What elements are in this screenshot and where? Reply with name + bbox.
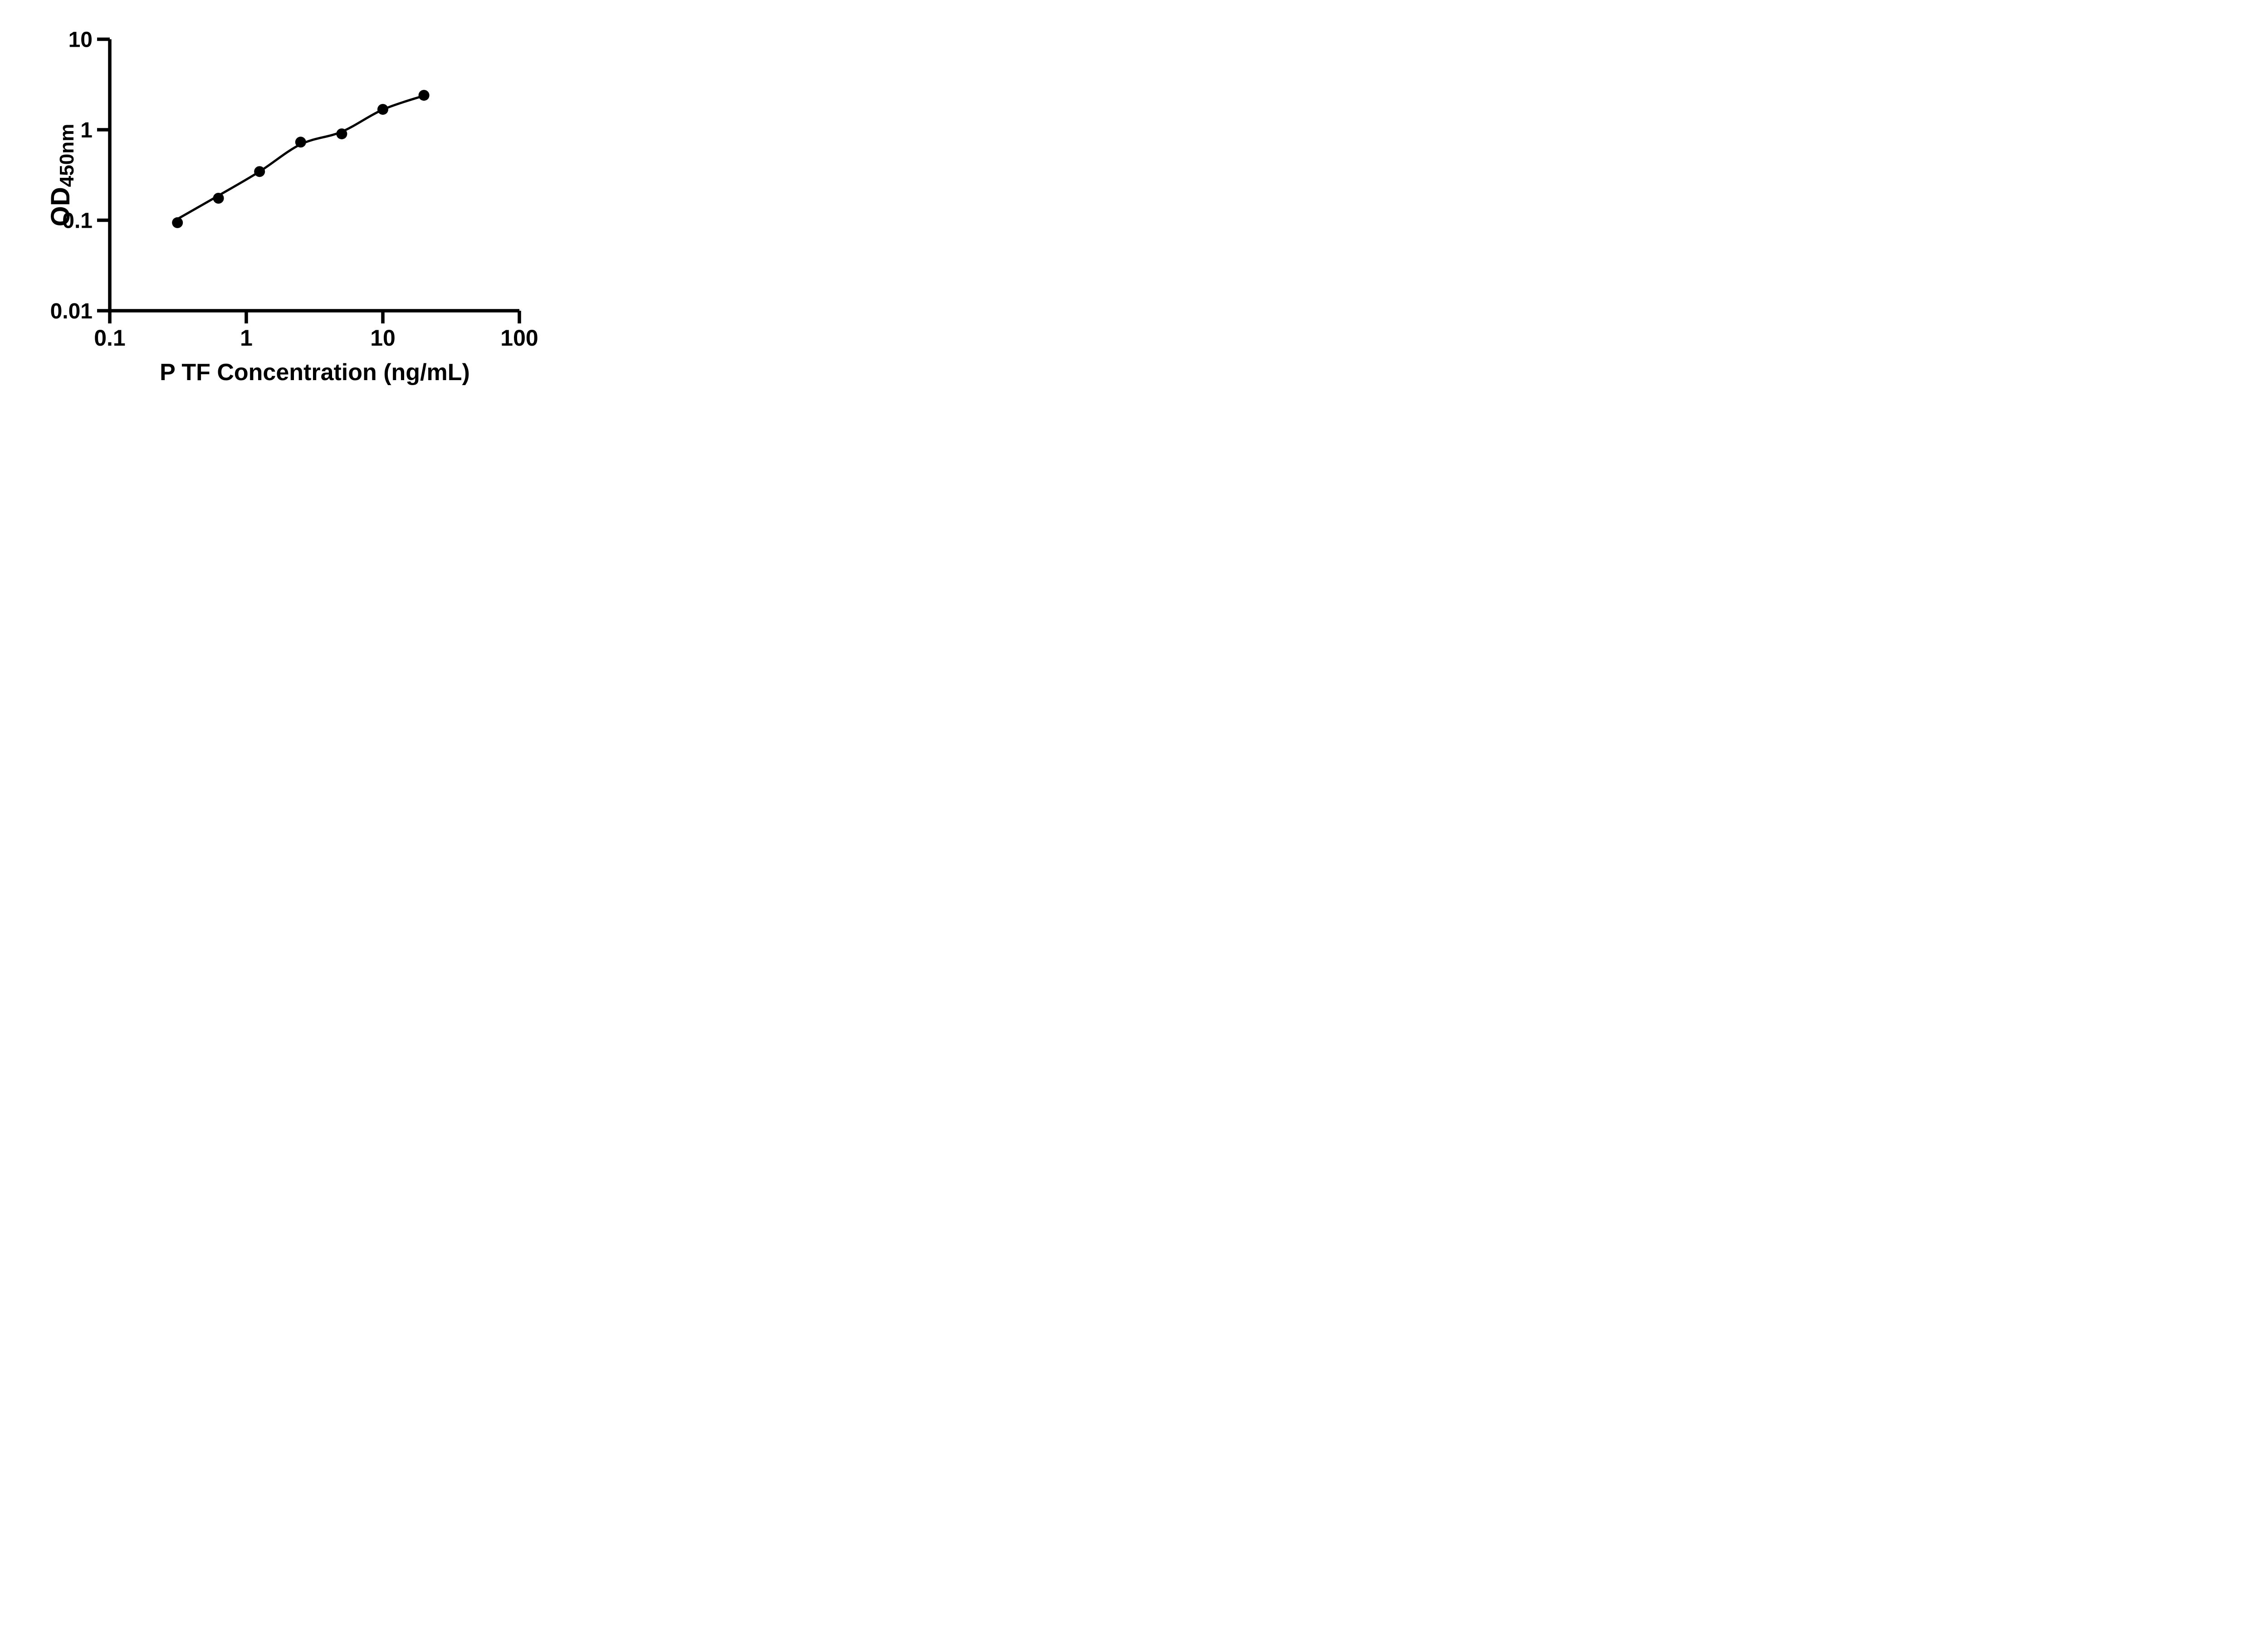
data-point <box>377 104 388 115</box>
data-point <box>172 217 183 228</box>
data-point <box>336 128 347 140</box>
x-tick-label: 1 <box>240 325 253 351</box>
x-tick-label: 0.1 <box>94 325 126 351</box>
data-point <box>295 137 306 148</box>
y-tick-label: 0.1 <box>62 209 93 233</box>
data-point <box>213 193 224 204</box>
y-tick-label: 10 <box>68 28 93 52</box>
x-tick-label: 100 <box>500 325 538 351</box>
y-axis-title: OD450nm <box>46 124 78 227</box>
data-point <box>254 166 265 177</box>
y-tick-label: 1 <box>80 118 93 142</box>
x-axis-title: P TF Concentration (ng/mL) <box>160 359 470 386</box>
x-tick-label: 10 <box>370 325 396 351</box>
data-point <box>418 90 430 101</box>
y-tick-label: 0.01 <box>50 299 93 323</box>
y-axis-title-main: OD <box>46 187 75 227</box>
y-axis-title-subscript: 450nm <box>56 123 78 187</box>
chart-canvas: 0.01 0.1 1 10 0.1 1 10 100 P TF Concentration (… <box>0 0 581 408</box>
